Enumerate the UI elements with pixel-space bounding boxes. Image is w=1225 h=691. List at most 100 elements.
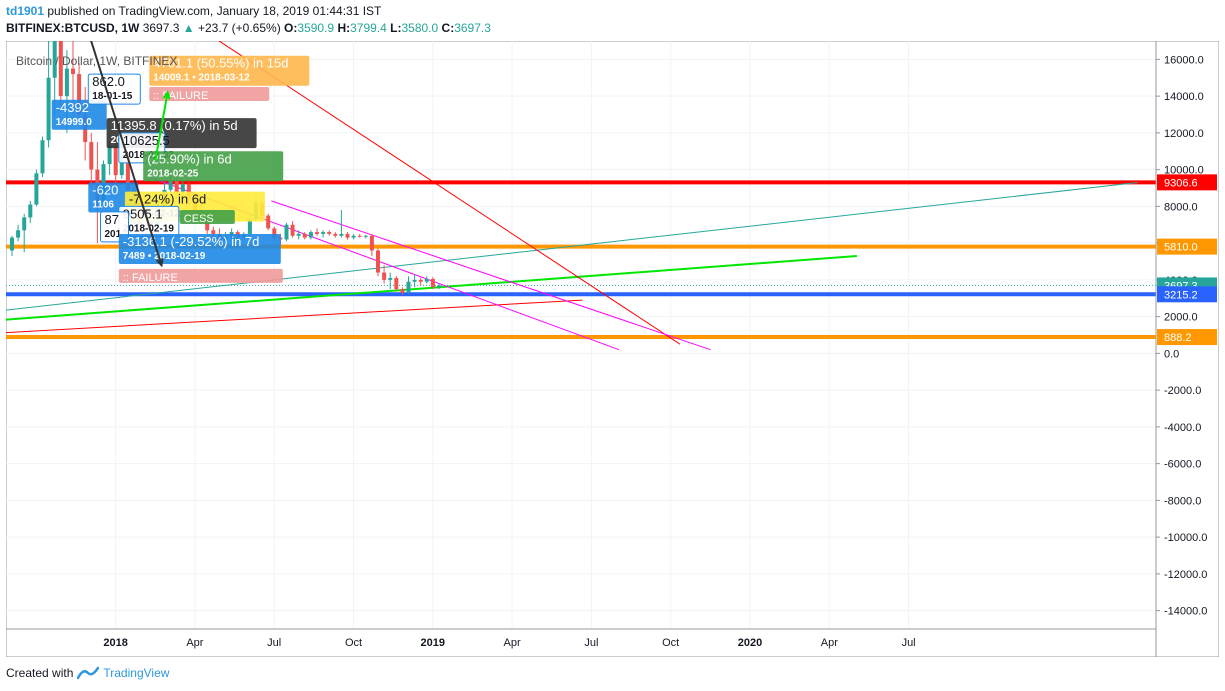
price-axis-label-box xyxy=(1157,329,1217,346)
annotation-text: -7.24%) in 6d xyxy=(129,192,206,207)
annotation-subtext: 14999.0 xyxy=(56,117,93,128)
y-tick-label: 8000.0 xyxy=(1164,201,1198,213)
trade-annotation[interactable]: CESS xyxy=(179,210,235,225)
y-tick-label: -8000.0 xyxy=(1164,495,1201,507)
candle-body xyxy=(339,233,344,236)
candle xyxy=(376,248,380,277)
price-axis-label: 3215.2 xyxy=(1164,289,1198,301)
footer: Created with TradingView xyxy=(6,666,169,680)
annotation-text: CESS xyxy=(184,213,214,225)
annotation-text: -620 xyxy=(92,182,118,197)
price-change: +23.7 (+0.65%) xyxy=(197,21,281,35)
candle-body xyxy=(321,232,326,234)
candle xyxy=(28,200,33,223)
candle-body xyxy=(345,233,350,238)
candle-body xyxy=(34,173,39,205)
candle xyxy=(369,233,374,256)
candle-body xyxy=(168,180,173,190)
annotation-subtext: 2018-02-19 xyxy=(123,223,175,234)
author-link[interactable]: td1901 xyxy=(6,4,45,18)
candle-body xyxy=(333,233,338,236)
trade-annotation[interactable]: (25.90%) in 6d 2018-02-25 xyxy=(143,151,284,182)
annotation-text: 87 xyxy=(105,212,119,227)
trade-annotation[interactable]: -4392 14999.0 xyxy=(51,99,107,130)
close-label: C: xyxy=(441,21,455,35)
annotation-box xyxy=(149,86,270,101)
candle-body xyxy=(186,184,191,200)
candle-body xyxy=(418,279,423,282)
open-label: O: xyxy=(284,21,298,35)
candle-body xyxy=(174,180,179,192)
price-chart[interactable]: 4701.1 (50.55%) in 15d 14009.1 • 2018-03-… xyxy=(6,41,1219,657)
annotation-text: 9505.1 xyxy=(123,206,163,221)
candle xyxy=(424,276,429,284)
y-tick-label: 14000.0 xyxy=(1164,91,1204,103)
price-axis-label: 888.2 xyxy=(1164,332,1192,344)
arrow-head-icon xyxy=(155,258,164,268)
x-tick-label: 2019 xyxy=(421,637,445,649)
annotation-box xyxy=(118,268,283,283)
annotation-subtext: 2018-02-25 xyxy=(147,168,199,179)
candle-body xyxy=(28,204,33,218)
candle-body xyxy=(412,279,417,282)
candle xyxy=(16,224,21,242)
price-axis-label: 9306.6 xyxy=(1164,177,1198,189)
trade-annotation[interactable]: 4701.1 (50.55%) in 15d 14009.1 • 2018-03-… xyxy=(149,55,310,86)
candle-body xyxy=(400,289,405,293)
candle xyxy=(302,232,307,240)
candle xyxy=(46,41,51,148)
candle-body xyxy=(71,68,75,75)
annotation-subtext: 14009.1 • 2018-03-12 xyxy=(153,73,250,84)
candle-body xyxy=(180,184,185,192)
candle xyxy=(308,230,313,240)
x-tick-label: Jul xyxy=(267,637,281,649)
candle xyxy=(22,213,27,253)
candle-body xyxy=(52,41,57,78)
trade-annotation[interactable]: 862.0 18-01-15 xyxy=(87,73,141,105)
candle-body xyxy=(327,232,332,234)
x-tick-label: 2020 xyxy=(738,637,762,649)
last-price: 3697.3 xyxy=(142,21,180,35)
annotation-subtext: 7489 • 2018-02-19 xyxy=(123,251,206,262)
candle xyxy=(339,210,344,238)
candle-body xyxy=(10,237,14,251)
candle-body xyxy=(308,232,313,238)
annotation-box xyxy=(87,73,141,105)
candle xyxy=(10,235,14,256)
candle xyxy=(333,232,338,238)
x-tick-label: Jul xyxy=(584,637,598,649)
candle-body xyxy=(315,232,319,234)
price-axis-label: 5810.0 xyxy=(1164,242,1198,254)
candle xyxy=(388,272,393,290)
trend-line xyxy=(6,254,857,321)
trend-line xyxy=(271,200,711,351)
price-axis-label-box xyxy=(1157,238,1217,255)
candle xyxy=(430,277,435,290)
up-arrow-icon: ▲ xyxy=(182,21,195,35)
candle xyxy=(363,234,368,239)
trend-line xyxy=(6,181,1138,311)
candle-body xyxy=(302,233,307,238)
candle-body xyxy=(394,278,399,290)
close-value: 3697.3 xyxy=(454,21,491,35)
trade-annotation[interactable]: -3136.1 (-29.52%) in 7d 7489 • 2018-02-19 xyxy=(118,233,281,264)
price-axis-label-box xyxy=(1157,174,1217,191)
candle xyxy=(321,230,326,238)
annotation-box xyxy=(51,99,107,130)
candle-body xyxy=(296,233,301,236)
x-tick-label: 2018 xyxy=(103,637,127,649)
candle-body xyxy=(77,74,82,115)
candle xyxy=(89,132,94,188)
trend-lines xyxy=(6,41,1138,351)
candle xyxy=(406,276,411,294)
annotation-text: :: FAILURE xyxy=(123,272,178,284)
arrow-line xyxy=(90,41,163,266)
annotations: 4701.1 (50.55%) in 15d 14009.1 • 2018-03-… xyxy=(51,41,310,284)
price-axis-label-box xyxy=(1157,286,1217,303)
tradingview-brand-link[interactable]: TradingView xyxy=(103,666,170,680)
low-value: 3580.0 xyxy=(401,21,439,35)
candle-body xyxy=(382,272,387,280)
candle-body xyxy=(64,68,69,97)
trade-annotation[interactable]: :: FAILURE xyxy=(118,268,283,284)
high-label: H: xyxy=(337,21,351,35)
